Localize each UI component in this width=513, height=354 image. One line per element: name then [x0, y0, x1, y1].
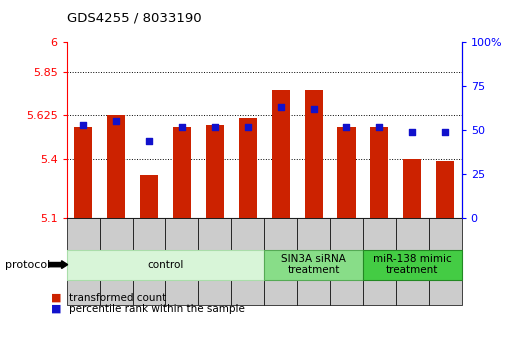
Bar: [403, 159, 421, 218]
Bar: [173, 127, 191, 218]
Point: [342, 124, 350, 130]
Point: [244, 124, 252, 130]
Point: [277, 104, 285, 110]
FancyBboxPatch shape: [165, 218, 199, 305]
Point: [211, 124, 219, 130]
FancyBboxPatch shape: [330, 218, 363, 305]
FancyBboxPatch shape: [100, 218, 132, 305]
Point: [79, 122, 87, 128]
FancyBboxPatch shape: [264, 250, 363, 280]
Bar: [140, 175, 158, 218]
FancyBboxPatch shape: [231, 218, 264, 305]
FancyBboxPatch shape: [396, 218, 429, 305]
FancyBboxPatch shape: [363, 218, 396, 305]
FancyBboxPatch shape: [199, 218, 231, 305]
FancyBboxPatch shape: [297, 218, 330, 305]
Text: SIN3A siRNA
treatment: SIN3A siRNA treatment: [281, 254, 346, 275]
Text: protocol: protocol: [5, 259, 50, 270]
Text: transformed count: transformed count: [69, 293, 167, 303]
FancyBboxPatch shape: [67, 218, 100, 305]
Bar: [436, 161, 455, 218]
Bar: [305, 90, 323, 218]
Bar: [107, 115, 125, 218]
Text: control: control: [147, 259, 184, 270]
Text: ■: ■: [51, 293, 62, 303]
Point: [145, 138, 153, 143]
Point: [376, 124, 384, 130]
Point: [112, 119, 120, 124]
Bar: [239, 118, 257, 218]
Point: [309, 106, 318, 112]
Point: [441, 129, 449, 135]
Bar: [338, 127, 356, 218]
Text: miR-138 mimic
treatment: miR-138 mimic treatment: [373, 254, 452, 275]
Text: ■: ■: [51, 304, 62, 314]
Bar: [206, 125, 224, 218]
Text: GDS4255 / 8033190: GDS4255 / 8033190: [67, 12, 201, 25]
FancyBboxPatch shape: [363, 250, 462, 280]
Text: percentile rank within the sample: percentile rank within the sample: [69, 304, 245, 314]
Point: [408, 129, 417, 135]
FancyBboxPatch shape: [264, 218, 297, 305]
Bar: [370, 127, 388, 218]
FancyBboxPatch shape: [429, 218, 462, 305]
Bar: [74, 127, 92, 218]
Point: [178, 124, 186, 130]
Bar: [271, 90, 290, 218]
FancyBboxPatch shape: [132, 218, 165, 305]
FancyBboxPatch shape: [67, 250, 264, 280]
